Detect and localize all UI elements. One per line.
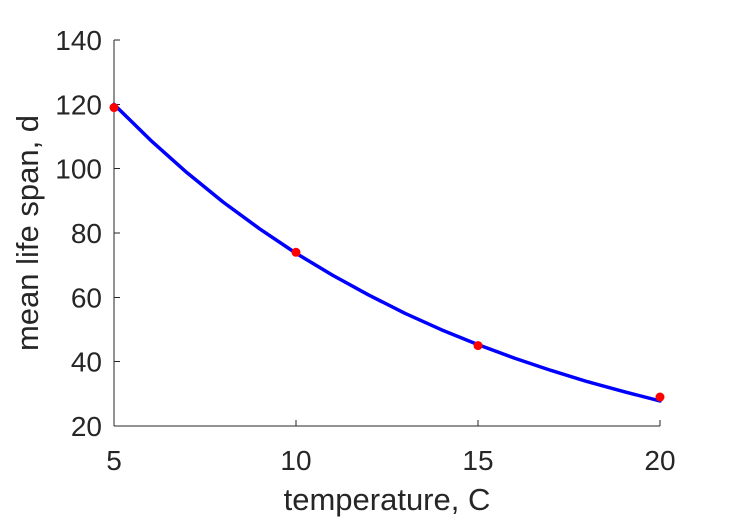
y-tick-label: 60 [71, 282, 102, 313]
axes: 20 40 60 80 100 120 140 5 10 15 20 [55, 25, 675, 476]
data-point [473, 341, 483, 351]
data-series [109, 102, 665, 403]
data-point [655, 392, 665, 402]
x-tick-label: 15 [462, 445, 493, 476]
x-tick-label: 10 [280, 445, 311, 476]
x-tick-label: 5 [106, 445, 122, 476]
y-tick-label: 100 [55, 154, 102, 185]
y-axis-label: mean life span, d [10, 115, 45, 351]
data-point [291, 247, 301, 257]
x-axis-label: temperature, C [284, 482, 491, 517]
y-tick-label: 40 [71, 347, 102, 378]
y-tick-label: 120 [55, 89, 102, 120]
data-point [109, 103, 119, 113]
x-tick-label: 20 [644, 445, 675, 476]
y-tick-label: 140 [55, 25, 102, 56]
y-tick-label: 20 [71, 411, 102, 442]
fit-curve-line [112, 102, 662, 403]
y-tick-label: 80 [71, 218, 102, 249]
